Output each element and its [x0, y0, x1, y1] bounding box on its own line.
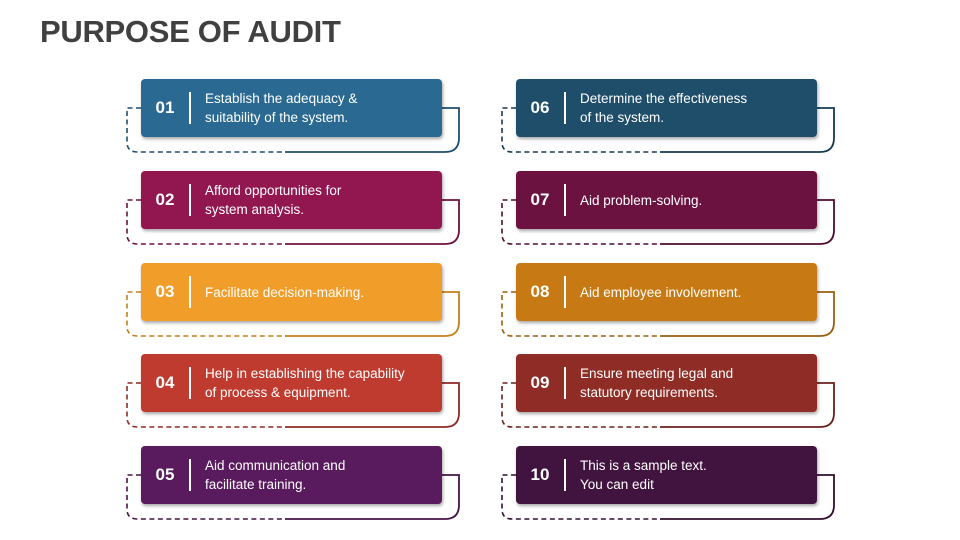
purpose-card: 08 Aid employee involvement.: [516, 263, 817, 321]
separator-line: [189, 92, 191, 124]
item-text: Establish the adequacy & suitability of …: [205, 91, 358, 125]
page-title: PURPOSE OF AUDIT: [40, 14, 341, 49]
item-text: Determine the effectiveness of the syste…: [580, 91, 748, 125]
item-text: Afford opportunities for system analysis…: [205, 183, 342, 217]
separator-line: [564, 367, 566, 399]
item-number: 08: [530, 282, 550, 301]
separator-line: [189, 184, 191, 216]
item-text: Facilitate decision-making.: [205, 284, 365, 300]
item-number: 10: [530, 465, 550, 484]
purpose-item-03: 03 Facilitate decision-making.: [141, 263, 442, 321]
purpose-item-07: 07 Aid problem-solving.: [516, 171, 817, 229]
item-text: This is a sample text. You can edit: [580, 458, 707, 492]
item-number: 06: [530, 98, 550, 117]
purpose-item-06: 06 Determine the effectiveness of the sys…: [516, 79, 817, 137]
separator-line: [564, 459, 566, 491]
item-number: 02: [155, 190, 175, 209]
purpose-card: 05 Aid communication and facilitate train…: [141, 446, 442, 504]
purpose-item-02: 02 Afford opportunities for system analys…: [141, 171, 442, 229]
purpose-card: 09 Ensure meeting legal and statutory req…: [516, 354, 817, 412]
item-number: 03: [155, 282, 175, 301]
purpose-item-09: 09 Ensure meeting legal and statutory req…: [516, 354, 817, 412]
purpose-item-01: 01 Establish the adequacy & suitability o…: [141, 79, 442, 137]
purpose-card: 10 This is a sample text. You can edit: [516, 446, 817, 504]
item-number: 09: [530, 373, 550, 392]
purpose-item-08: 08 Aid employee involvement.: [516, 263, 817, 321]
separator-line: [189, 276, 191, 308]
item-text: Help in establishing the capability of p…: [205, 366, 405, 400]
item-text: Aid employee involvement.: [580, 284, 742, 300]
purpose-card: 02 Afford opportunities for system analys…: [141, 171, 442, 229]
purpose-card: 06 Determine the effectiveness of the sys…: [516, 79, 817, 137]
separator-line: [189, 367, 191, 399]
item-number: 07: [530, 190, 550, 209]
purpose-item-10: 10 This is a sample text. You can edit: [516, 446, 817, 504]
purpose-card: 01 Establish the adequacy & suitability o…: [141, 79, 442, 137]
purpose-card: 07 Aid problem-solving.: [516, 171, 817, 229]
item-number: 04: [155, 373, 175, 392]
separator-line: [564, 276, 566, 308]
separator-line: [564, 184, 566, 216]
item-text: Ensure meeting legal and statutory requi…: [580, 366, 734, 400]
separator-line: [189, 459, 191, 491]
separator-line: [564, 92, 566, 124]
purpose-item-05: 05 Aid communication and facilitate train…: [141, 446, 442, 504]
item-text: Aid problem-solving.: [580, 192, 703, 208]
item-number: 01: [155, 98, 175, 117]
purpose-card: 03 Facilitate decision-making.: [141, 263, 442, 321]
item-text: Aid communication and facilitate trainin…: [205, 458, 346, 492]
item-number: 05: [155, 465, 175, 484]
purpose-item-04: 04 Help in establishing the capability of…: [141, 354, 442, 412]
purpose-card: 04 Help in establishing the capability of…: [141, 354, 442, 412]
